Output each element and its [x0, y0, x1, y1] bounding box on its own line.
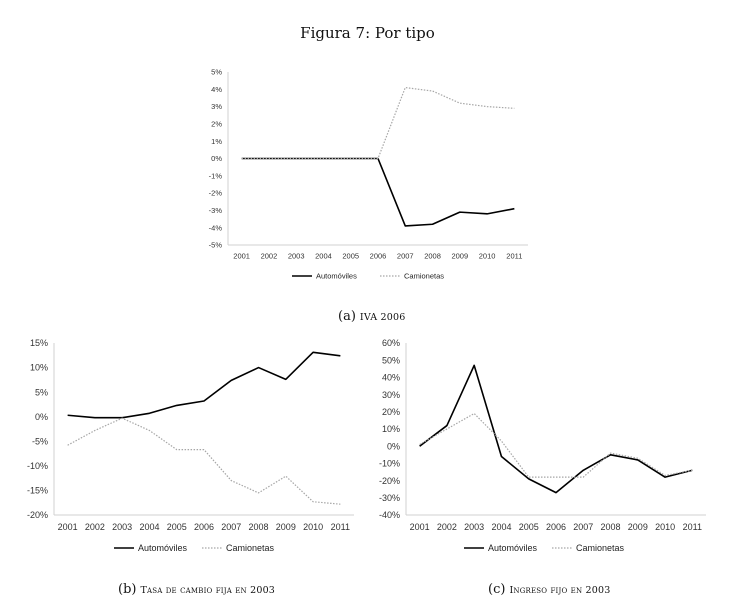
chart-panel-c: 60% 50% 40% 30% 20% 10% 0% -10% -20% -30% -40% 2001… — [379, 338, 706, 553]
y-tick-label: 4% — [211, 85, 222, 94]
x-tick-label: 2003 — [112, 522, 132, 532]
x-tick-label: 2011 — [331, 522, 350, 532]
x-tick-label: 2001 — [233, 252, 250, 261]
x-tick-label: 2001 — [58, 522, 78, 532]
y-tick-label: -40% — [379, 510, 400, 520]
figure-title: Figura 7: Por tipo — [300, 24, 435, 42]
y-tick-label: 2% — [211, 120, 222, 129]
x-tick-label: 2008 — [601, 522, 621, 532]
y-tick-label: 15% — [30, 338, 48, 348]
y-tick-label: 0% — [35, 412, 48, 422]
y-tick-label: -3% — [209, 206, 223, 215]
x-tick-label: 2007 — [397, 252, 414, 261]
series-line-automoviles — [241, 157, 515, 227]
x-tick-label: 2005 — [342, 252, 359, 261]
caption-a-label: (a) — [338, 309, 356, 324]
legend-label: Automóviles — [316, 272, 357, 281]
x-tick-label: 2005 — [519, 522, 539, 532]
y-tick-label: 0% — [211, 154, 222, 163]
legend-label: Camionetas — [404, 272, 444, 281]
y-tick-label: -5% — [32, 436, 48, 446]
x-tick-label: 2009 — [628, 522, 648, 532]
y-tick-label: 10% — [382, 424, 400, 434]
x-tick-label: 2008 — [424, 252, 441, 261]
x-tick-label: 2004 — [315, 252, 332, 261]
y-tick-label: -20% — [379, 476, 400, 486]
y-tick-label: -2% — [209, 189, 223, 198]
y-tick-label: -5% — [209, 241, 223, 250]
x-tick-label: 2010 — [479, 252, 496, 261]
x-tick-label: 2004 — [491, 522, 511, 532]
y-tick-label: -15% — [27, 486, 48, 496]
x-tick-label: 2009 — [451, 252, 468, 261]
y-tick-label: -10% — [27, 461, 48, 471]
y-tick-label: 10% — [30, 363, 48, 373]
legend-label: Automóviles — [138, 543, 188, 553]
series-line-camionetas — [241, 86, 515, 160]
x-tick-label: 2007 — [221, 522, 241, 532]
caption-b-label: (b) — [118, 582, 137, 597]
x-tick-label: 2006 — [546, 522, 566, 532]
y-tick-label: -10% — [379, 459, 400, 469]
y-tick-label: 5% — [35, 387, 48, 397]
series-line-camionetas — [419, 412, 693, 478]
legend-label: Automóviles — [488, 543, 538, 553]
x-tick-label: 2009 — [276, 522, 296, 532]
x-tick-label: 2006 — [370, 252, 387, 261]
caption-b: (b) Tasa de cambio fija en 2003 — [118, 578, 275, 597]
y-tick-label: 50% — [382, 355, 400, 365]
caption-c-text: Ingreso fijo en 2003 — [509, 585, 611, 596]
y-tick-label: 0% — [387, 441, 400, 451]
x-tick-label: 2011 — [506, 252, 522, 261]
legend-label: Camionetas — [576, 543, 625, 553]
caption-c-label: (c) — [488, 582, 506, 597]
x-tick-label: 2004 — [139, 522, 159, 532]
x-tick-label: 2005 — [167, 522, 187, 532]
chart-panel-b: 15% 10% 5% 0% -5% -10% -15% -20% 2001 2002 2003 200… — [27, 338, 354, 553]
x-tick-label: 2011 — [683, 522, 702, 532]
caption-c: (c) Ingreso fijo en 2003 — [488, 578, 610, 597]
x-tick-label: 2006 — [194, 522, 214, 532]
y-tick-label: -20% — [27, 510, 48, 520]
y-tick-label: 40% — [382, 373, 400, 383]
y-tick-label: 30% — [382, 390, 400, 400]
series-line-automoviles — [419, 364, 693, 494]
series-line-automoviles — [67, 351, 341, 419]
x-tick-label: 2003 — [288, 252, 305, 261]
legend-label: Camionetas — [226, 543, 275, 553]
y-tick-label: -1% — [209, 171, 223, 180]
caption-b-text: Tasa de cambio fija en 2003 — [140, 585, 276, 596]
x-tick-label: 2010 — [303, 522, 323, 532]
chart-panel-a: 5% 4% 3% 2% 1% 0% -1% -2% -3% -4% -5% 2001 2002 2003 2… — [209, 68, 528, 281]
y-tick-label: -30% — [379, 493, 400, 503]
y-tick-label: 3% — [211, 102, 222, 111]
x-tick-label: 2010 — [655, 522, 675, 532]
y-tick-label: -4% — [209, 223, 223, 232]
x-tick-label: 2002 — [261, 252, 278, 261]
caption-a-text: IVA 2006 — [359, 312, 406, 323]
x-tick-label: 2001 — [410, 522, 430, 532]
x-tick-label: 2008 — [249, 522, 269, 532]
caption-a: (a) IVA 2006 — [338, 305, 406, 324]
series-line-camionetas — [67, 417, 341, 505]
y-tick-label: 20% — [382, 407, 400, 417]
y-tick-label: 60% — [382, 338, 400, 348]
x-tick-label: 2007 — [573, 522, 593, 532]
x-tick-label: 2002 — [437, 522, 457, 532]
y-tick-label: 5% — [211, 68, 222, 77]
y-tick-label: 1% — [211, 137, 222, 146]
x-tick-label: 2002 — [85, 522, 105, 532]
x-tick-label: 2003 — [464, 522, 484, 532]
